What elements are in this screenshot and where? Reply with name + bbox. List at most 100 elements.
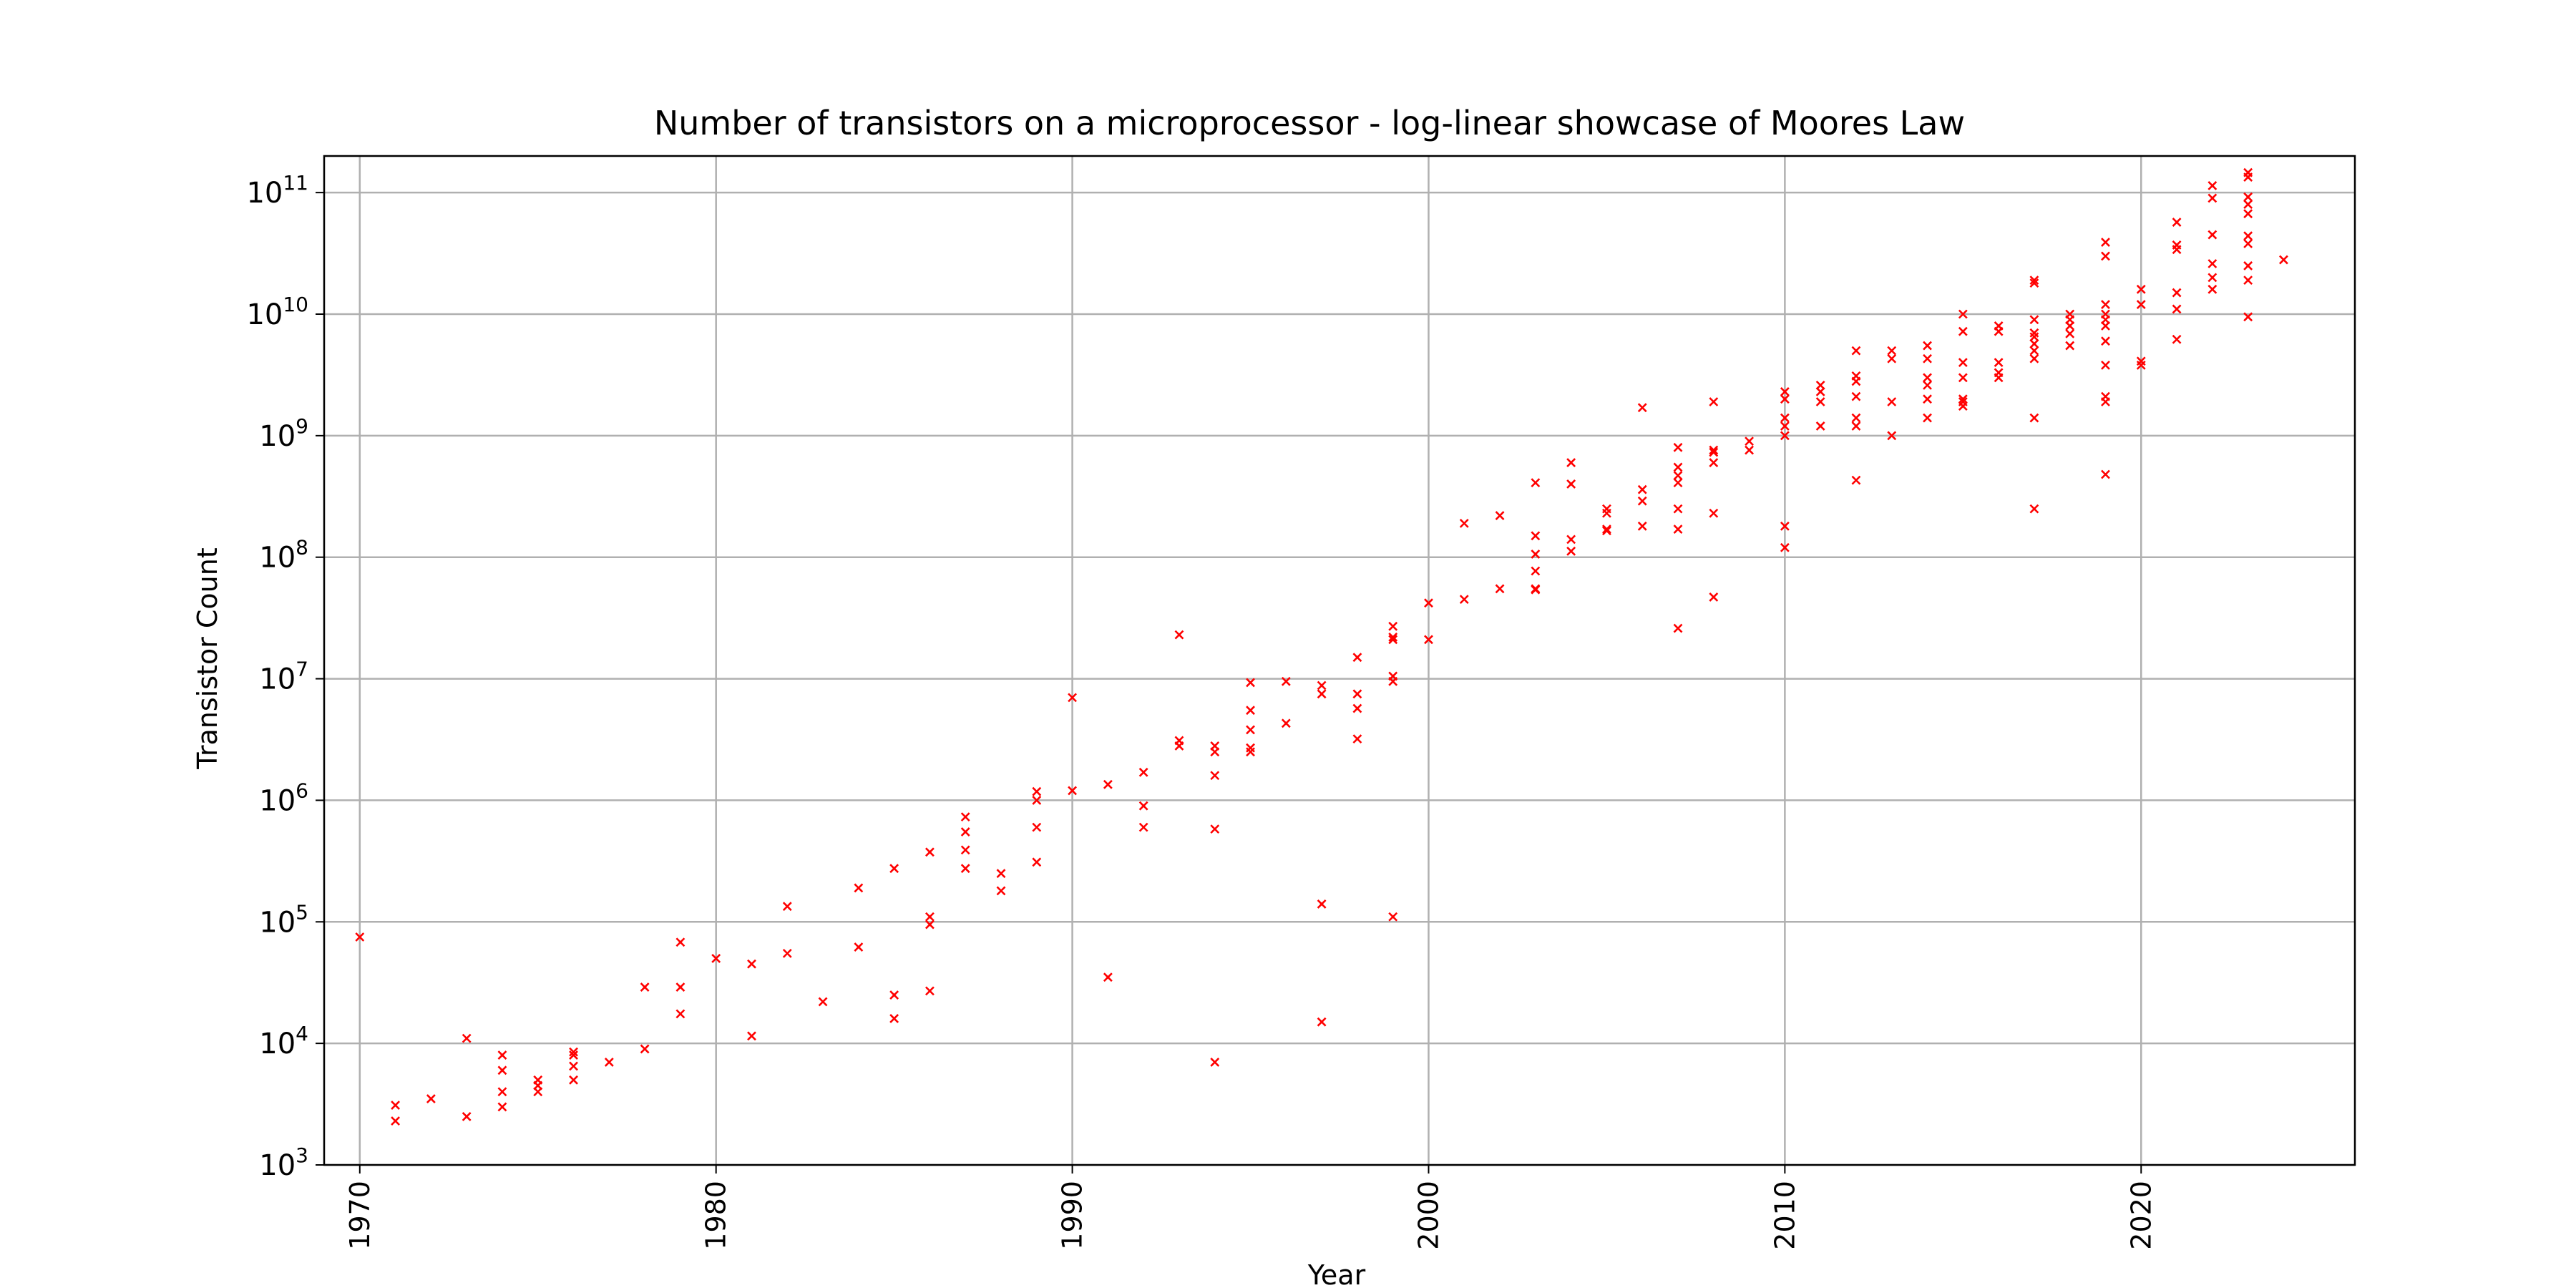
data-point-marker (2172, 218, 2182, 228)
data-point-marker (2207, 181, 2218, 190)
data-point-marker (1958, 309, 1968, 319)
data-point-marker (1566, 546, 1576, 556)
data-point-marker (2243, 172, 2253, 182)
data-point-marker (1994, 373, 2004, 383)
data-point-marker (782, 902, 792, 912)
data-point-marker (533, 1087, 543, 1097)
data-point-marker (2243, 192, 2253, 202)
data-point-marker (1388, 912, 1398, 922)
data-point-marker (925, 986, 935, 996)
data-point-marker (1210, 1058, 1220, 1067)
data-point-marker (1531, 566, 1541, 576)
data-point-marker (2065, 341, 2075, 351)
data-point-marker (1994, 358, 2004, 368)
data-point-marker (1068, 693, 1077, 703)
data-point-marker (1887, 346, 1897, 356)
data-point-marker (1068, 786, 1077, 796)
data-point-marker (1745, 436, 1754, 447)
data-point-marker (604, 1058, 614, 1067)
data-point-marker (1566, 458, 1576, 467)
data-point-marker (2243, 231, 2253, 241)
data-point-marker (2243, 239, 2253, 248)
data-point-marker (2065, 328, 2075, 338)
data-point-marker (2172, 334, 2182, 344)
x-tick-label: 2010 (1769, 1181, 1800, 1250)
data-point-marker (1388, 632, 1398, 642)
data-point-marker (1994, 326, 2004, 336)
data-point-marker (1780, 413, 1790, 423)
data-point-marker (1246, 678, 1255, 688)
data-point-marker (2207, 273, 2218, 283)
data-point-marker (2243, 312, 2253, 322)
data-point-marker (1887, 353, 1897, 364)
data-point-marker (1851, 391, 1861, 401)
data-point-marker (1281, 718, 1291, 728)
data-point-marker (2207, 259, 2218, 268)
data-point-marker (497, 1102, 507, 1112)
data-point-marker (1246, 747, 1255, 757)
data-point-marker (2243, 275, 2253, 286)
data-point-marker (747, 959, 756, 969)
data-point-marker (818, 997, 828, 1007)
y-tick-label: 1010 (246, 293, 308, 331)
data-point-marker (1388, 635, 1398, 645)
data-point-marker (1709, 508, 1719, 518)
data-point-marker (675, 1009, 686, 1019)
data-point-marker (1317, 899, 1327, 909)
data-point-marker (1745, 445, 1754, 455)
data-point-marker (2101, 336, 2110, 346)
data-point-marker (2207, 230, 2218, 240)
data-point-marker (2101, 469, 2110, 479)
data-point-marker (569, 1050, 578, 1060)
data-point-marker (2029, 353, 2039, 364)
data-point-marker (1459, 595, 1469, 605)
data-point-marker (1923, 341, 1932, 351)
data-point-marker (1923, 380, 1932, 390)
data-point-marker (355, 932, 365, 942)
data-point-marker (2029, 413, 2039, 423)
data-point-marker (747, 1031, 756, 1041)
data-point-marker (1673, 462, 1683, 472)
data-point-marker (497, 1065, 507, 1075)
y-tick-label: 108 (259, 536, 308, 575)
chart-title: Number of transistors on a microprocesso… (654, 104, 1965, 142)
data-point-marker (1138, 801, 1148, 811)
data-point-marker (960, 845, 970, 855)
data-point-marker (1246, 725, 1255, 735)
data-point-marker (2207, 193, 2218, 203)
data-point-marker (1637, 484, 1647, 494)
data-point-marker (569, 1075, 578, 1085)
data-point-marker (391, 1101, 400, 1110)
data-point-marker (2101, 238, 2110, 248)
data-point-marker (889, 864, 899, 874)
x-axis-label: Year (1307, 1259, 1366, 1288)
data-point-marker (1958, 358, 1968, 368)
data-point-marker (640, 1044, 650, 1054)
data-point-marker (2172, 245, 2182, 255)
data-point-marker (1138, 822, 1148, 832)
data-point-marker (1032, 857, 1042, 867)
data-point-marker (854, 942, 864, 952)
data-point-marker (1673, 478, 1683, 488)
data-point-marker (1637, 521, 1647, 531)
data-point-marker (1531, 585, 1541, 595)
data-point-marker (2136, 300, 2146, 309)
data-point-marker (1352, 703, 1362, 713)
data-point-marker (960, 864, 970, 874)
data-point-marker (1424, 598, 1433, 608)
x-axis-ticks: 1970 1980 1990 2000 2010 2020 (344, 1165, 2157, 1250)
data-point-marker (1673, 471, 1683, 480)
data-point-marker (1709, 397, 1719, 406)
data-point-marker (1032, 822, 1042, 832)
x-tick-label: 1980 (701, 1181, 732, 1250)
y-tick-label: 1011 (246, 171, 308, 210)
data-point-marker (1815, 386, 1825, 396)
data-point-marker (1602, 526, 1611, 536)
data-point-marker (1459, 518, 1469, 528)
data-point-marker (1531, 478, 1541, 488)
data-point-marker (2029, 346, 2039, 356)
data-point-marker (1174, 630, 1184, 640)
x-tick-label: 1970 (344, 1181, 376, 1250)
data-point-marker (1424, 635, 1433, 645)
data-point-marker (2029, 328, 2039, 338)
